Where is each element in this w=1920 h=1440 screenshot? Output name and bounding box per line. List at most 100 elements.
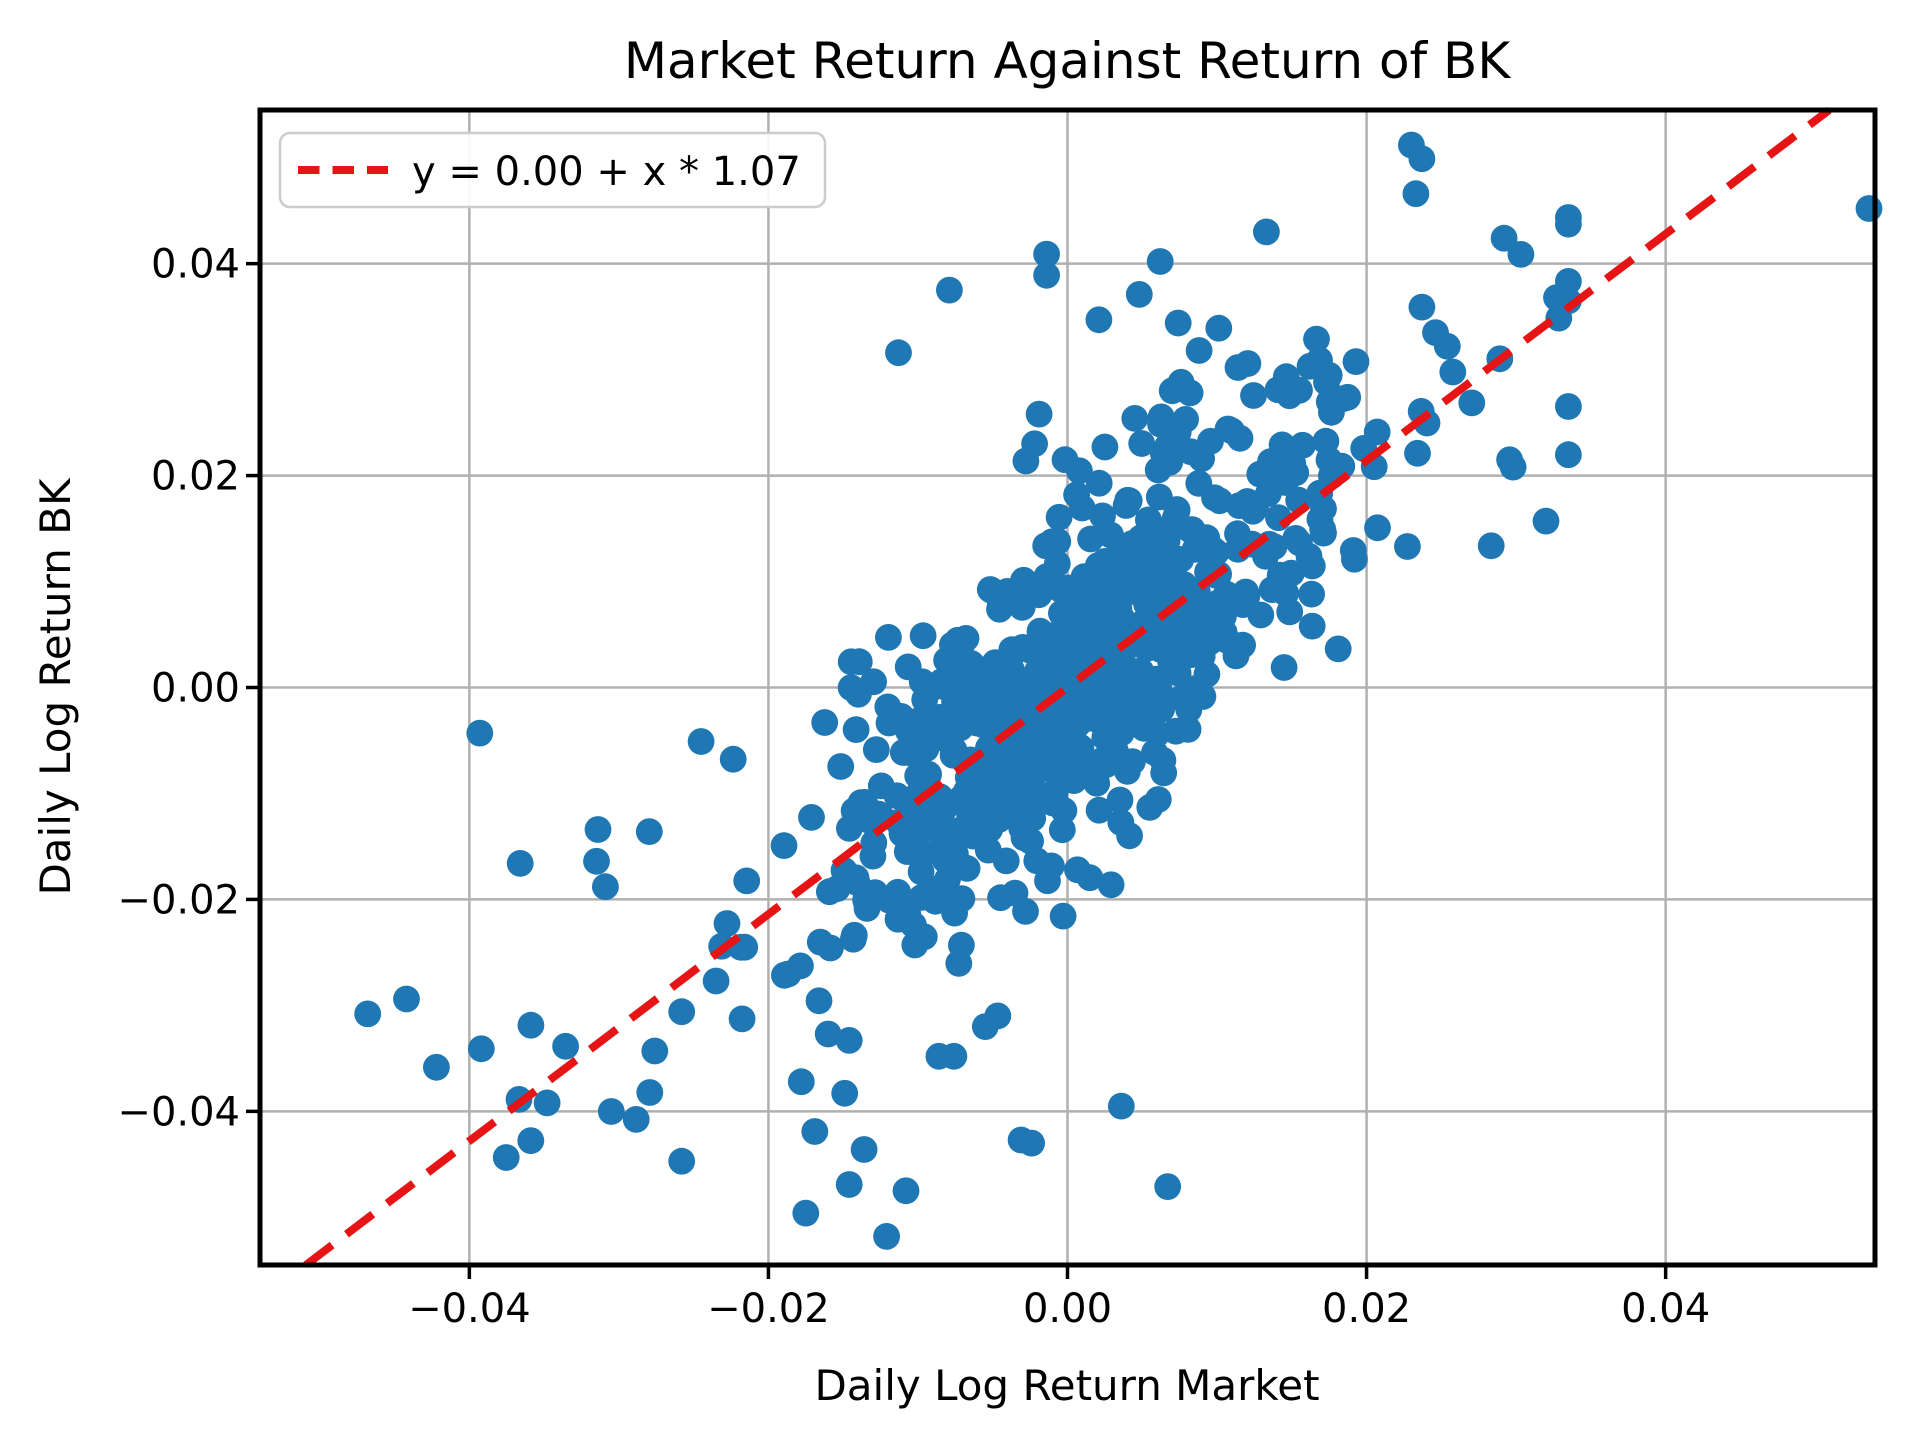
data-point <box>1118 530 1146 558</box>
data-point <box>883 782 911 810</box>
data-point <box>904 762 932 790</box>
data-point <box>1133 591 1161 618</box>
data-point <box>1163 496 1191 523</box>
data-point <box>1490 224 1518 252</box>
data-point <box>622 1106 650 1133</box>
data-point <box>506 850 534 877</box>
data-point <box>770 832 798 859</box>
data-point <box>713 910 741 937</box>
data-point <box>986 595 1013 623</box>
data-point <box>641 1037 669 1065</box>
data-point <box>842 716 870 743</box>
data-point <box>1394 533 1421 560</box>
data-point <box>1101 680 1129 708</box>
data-point <box>1404 439 1431 467</box>
data-point <box>835 1171 863 1198</box>
data-point <box>1543 284 1570 311</box>
data-point <box>905 820 932 848</box>
data-point <box>850 1136 878 1163</box>
data-point <box>831 1079 859 1107</box>
data-point <box>787 1068 815 1096</box>
data-point <box>1439 358 1467 386</box>
data-point <box>1555 210 1582 238</box>
legend-label: y = 0.00 + x * 1.07 <box>412 149 801 195</box>
data-point <box>845 648 873 676</box>
data-point <box>952 652 979 680</box>
data-point <box>1162 717 1190 745</box>
data-point <box>836 815 863 842</box>
data-point <box>1282 525 1310 552</box>
data-point <box>817 934 844 962</box>
data-point <box>1185 470 1213 497</box>
data-point <box>1114 486 1142 514</box>
data-point <box>1266 561 1294 589</box>
data-point <box>1303 325 1330 353</box>
data-point <box>583 847 610 875</box>
data-point <box>1272 447 1299 475</box>
data-point <box>874 693 902 721</box>
data-point <box>992 847 1020 875</box>
data-point <box>774 960 802 988</box>
data-point <box>467 1035 495 1063</box>
data-point <box>840 921 868 949</box>
data-point <box>1433 332 1461 360</box>
data-point <box>954 794 981 822</box>
data-point <box>941 899 968 927</box>
x-tick-label: 0.04 <box>1621 1286 1710 1332</box>
data-point <box>1240 382 1267 409</box>
data-point <box>1185 337 1213 364</box>
data-point <box>862 736 890 763</box>
data-point <box>1051 446 1079 474</box>
data-point <box>1125 281 1153 308</box>
data-point <box>1532 507 1560 535</box>
legend: y = 0.00 + x * 1.07 <box>278 131 827 209</box>
data-point <box>1070 608 1097 635</box>
data-point <box>859 842 887 870</box>
data-point <box>835 1027 863 1054</box>
data-point <box>827 753 855 780</box>
data-point <box>1153 622 1181 650</box>
data-point <box>1154 1173 1182 1200</box>
data-point <box>1103 723 1131 750</box>
data-point <box>1008 594 1036 621</box>
data-point <box>798 804 825 831</box>
data-point <box>1045 686 1073 714</box>
data-point <box>900 911 927 939</box>
data-point <box>1206 487 1233 515</box>
data-point <box>354 1000 382 1028</box>
data-point <box>1062 732 1090 759</box>
data-point <box>987 884 1014 912</box>
data-point <box>993 659 1021 686</box>
data-point <box>948 931 975 959</box>
y-tick-label: −0.04 <box>117 1089 240 1135</box>
data-point <box>1164 309 1192 337</box>
data-point <box>1097 521 1124 549</box>
data-point <box>1033 240 1060 268</box>
data-point <box>668 1147 696 1175</box>
data-point <box>1408 293 1436 321</box>
ticks-layer: −0.04 −0.02 0.00 0.02 0.04 −0.04 −0.02 0.00 0.02… <box>117 242 1710 1332</box>
data-point <box>975 800 1003 828</box>
data-point <box>1092 751 1120 778</box>
data-point <box>936 276 963 304</box>
data-point <box>492 1144 520 1171</box>
data-point <box>1085 306 1113 334</box>
data-point <box>1341 545 1368 573</box>
data-point <box>1226 424 1254 452</box>
data-point <box>1026 624 1054 652</box>
data-point <box>517 1127 545 1154</box>
data-point <box>1402 180 1430 208</box>
data-point <box>1458 389 1486 417</box>
data-point <box>533 1089 561 1117</box>
data-point <box>1172 406 1199 433</box>
data-point <box>814 1020 842 1048</box>
data-point <box>1068 494 1096 522</box>
data-point <box>1315 446 1343 474</box>
data-point <box>944 626 972 654</box>
data-point <box>861 879 889 906</box>
data-point <box>733 867 761 895</box>
data-point <box>1176 379 1204 407</box>
data-point <box>687 728 715 755</box>
